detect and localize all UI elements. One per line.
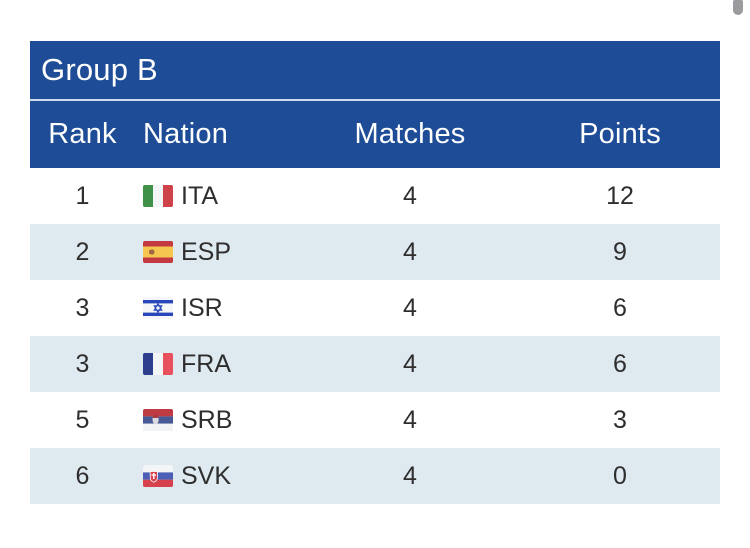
slovakia-flag-icon — [143, 465, 173, 487]
nation-code: ITA — [181, 181, 219, 210]
nation-cell: ESP — [135, 238, 300, 267]
points-cell: 9 — [613, 237, 627, 266]
matches-cell: 4 — [403, 181, 417, 210]
serbia-flag-icon — [143, 409, 173, 431]
rank-cell: 1 — [75, 181, 90, 210]
nation-cell: ITA — [135, 182, 300, 211]
nation-code: ESP — [181, 237, 232, 266]
rank-cell: 3 — [75, 293, 90, 322]
table-row-srb[interactable]: 5 SRB 4 3 — [30, 392, 720, 448]
nation-cell: SRB — [135, 406, 300, 435]
rank-cell: 6 — [75, 461, 90, 490]
group-title: Group B — [41, 52, 158, 87]
nation-code: SVK — [181, 461, 232, 490]
matches-cell: 4 — [403, 237, 417, 266]
france-flag-icon — [143, 353, 173, 375]
table-title-bar: Group B — [30, 41, 720, 99]
matches-cell: 4 — [403, 293, 417, 322]
table-header-row: Rank Nation Matches Points — [30, 101, 720, 168]
header-matches: Matches — [354, 118, 466, 150]
scrollbar-thumb[interactable] — [733, 0, 743, 15]
rank-cell: 2 — [75, 237, 90, 266]
table-row-esp[interactable]: 2 ESP 4 9 — [30, 224, 720, 280]
nation-cell: ISR — [135, 294, 300, 323]
rank-cell: 3 — [75, 349, 90, 378]
points-cell: 0 — [613, 461, 627, 490]
matches-cell: 4 — [403, 461, 417, 490]
nation-code: ISR — [181, 293, 223, 322]
table-row-ita[interactable]: 1 ITA 4 12 — [30, 168, 720, 224]
table-row-isr[interactable]: 3 ISR 4 6 — [30, 280, 720, 336]
title-separator — [30, 99, 720, 101]
italy-flag-icon — [143, 185, 173, 207]
nation-cell: SVK — [135, 462, 300, 491]
nation-code: SRB — [181, 405, 233, 434]
israel-flag-icon — [143, 297, 173, 319]
nation-cell: FRA — [135, 350, 300, 379]
points-cell: 12 — [606, 181, 634, 210]
header-points: Points — [579, 118, 661, 150]
matches-cell: 4 — [403, 349, 417, 378]
points-cell: 3 — [613, 405, 627, 434]
rank-cell: 5 — [75, 405, 90, 434]
nation-code: FRA — [181, 349, 231, 378]
header-rank: Rank — [48, 118, 117, 150]
matches-cell: 4 — [403, 405, 417, 434]
points-cell: 6 — [613, 293, 627, 322]
table-row-fra[interactable]: 3 FRA 4 6 — [30, 336, 720, 392]
table-row-svk[interactable]: 6 SVK 4 0 — [30, 448, 720, 504]
points-cell: 6 — [613, 349, 627, 378]
spain-flag-icon — [143, 241, 173, 263]
header-nation: Nation — [143, 118, 229, 150]
group-standings-table: Group B Rank Nation Matches Points 1 ITA — [30, 41, 720, 504]
